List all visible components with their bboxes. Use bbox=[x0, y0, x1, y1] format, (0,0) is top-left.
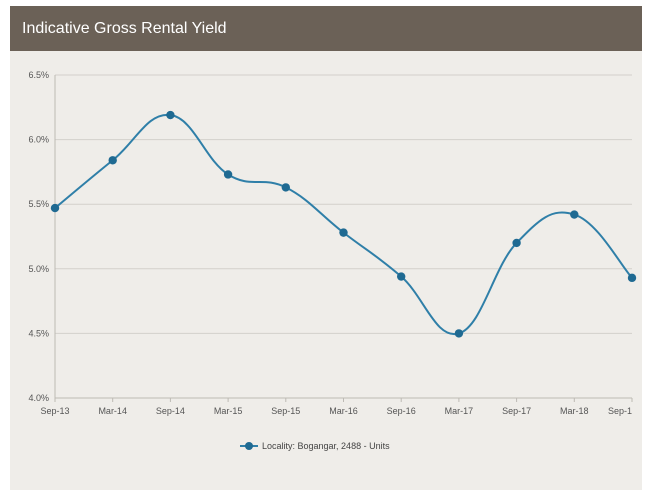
x-tick-label: Mar-15 bbox=[214, 406, 243, 416]
data-point[interactable] bbox=[282, 183, 290, 191]
data-point[interactable] bbox=[397, 272, 405, 280]
legend-marker-swatch bbox=[245, 442, 253, 450]
x-tick-label: Mar-18 bbox=[560, 406, 589, 416]
x-tick-label: Sep-16 bbox=[387, 406, 416, 416]
x-tick-label: Mar-17 bbox=[445, 406, 474, 416]
data-point[interactable] bbox=[51, 204, 59, 212]
data-point[interactable] bbox=[628, 274, 636, 282]
data-point[interactable] bbox=[109, 156, 117, 164]
data-point[interactable] bbox=[339, 228, 347, 236]
y-tick-label: 5.5% bbox=[28, 199, 49, 209]
y-tick-labels: 4.0% 4.5% 5.0% 5.5% 6.0% 6.5% bbox=[28, 70, 49, 403]
series-line bbox=[55, 115, 632, 334]
y-tick-label: 6.0% bbox=[28, 135, 49, 145]
y-tick-label: 5.0% bbox=[28, 264, 49, 274]
x-tick-label: Sep-14 bbox=[156, 406, 185, 416]
x-tick-label: Sep-13 bbox=[40, 406, 69, 416]
axes bbox=[55, 75, 632, 402]
legend[interactable]: Locality: Bogangar, 2488 - Units bbox=[240, 441, 390, 451]
x-tick-label: Sep-17 bbox=[502, 406, 531, 416]
x-tick-labels: Sep-13 Mar-14 Sep-14 Mar-15 Sep-15 Mar-16 Sep-… bbox=[40, 406, 632, 416]
data-point[interactable] bbox=[166, 111, 174, 119]
data-point[interactable] bbox=[512, 239, 520, 247]
y-tick-label: 4.0% bbox=[28, 393, 49, 403]
y-tick-label: 4.5% bbox=[28, 328, 49, 338]
data-point[interactable] bbox=[455, 329, 463, 337]
x-tick-label: Mar-16 bbox=[329, 406, 358, 416]
data-point[interactable] bbox=[224, 170, 232, 178]
data-point[interactable] bbox=[570, 210, 578, 218]
x-tick-label: Mar-14 bbox=[98, 406, 127, 416]
x-tick-label: Sep-1 bbox=[608, 406, 632, 416]
x-tick-label: Sep-15 bbox=[271, 406, 300, 416]
data-points bbox=[51, 111, 636, 338]
y-tick-label: 6.5% bbox=[28, 70, 49, 80]
legend-label: Locality: Bogangar, 2488 - Units bbox=[262, 441, 390, 451]
